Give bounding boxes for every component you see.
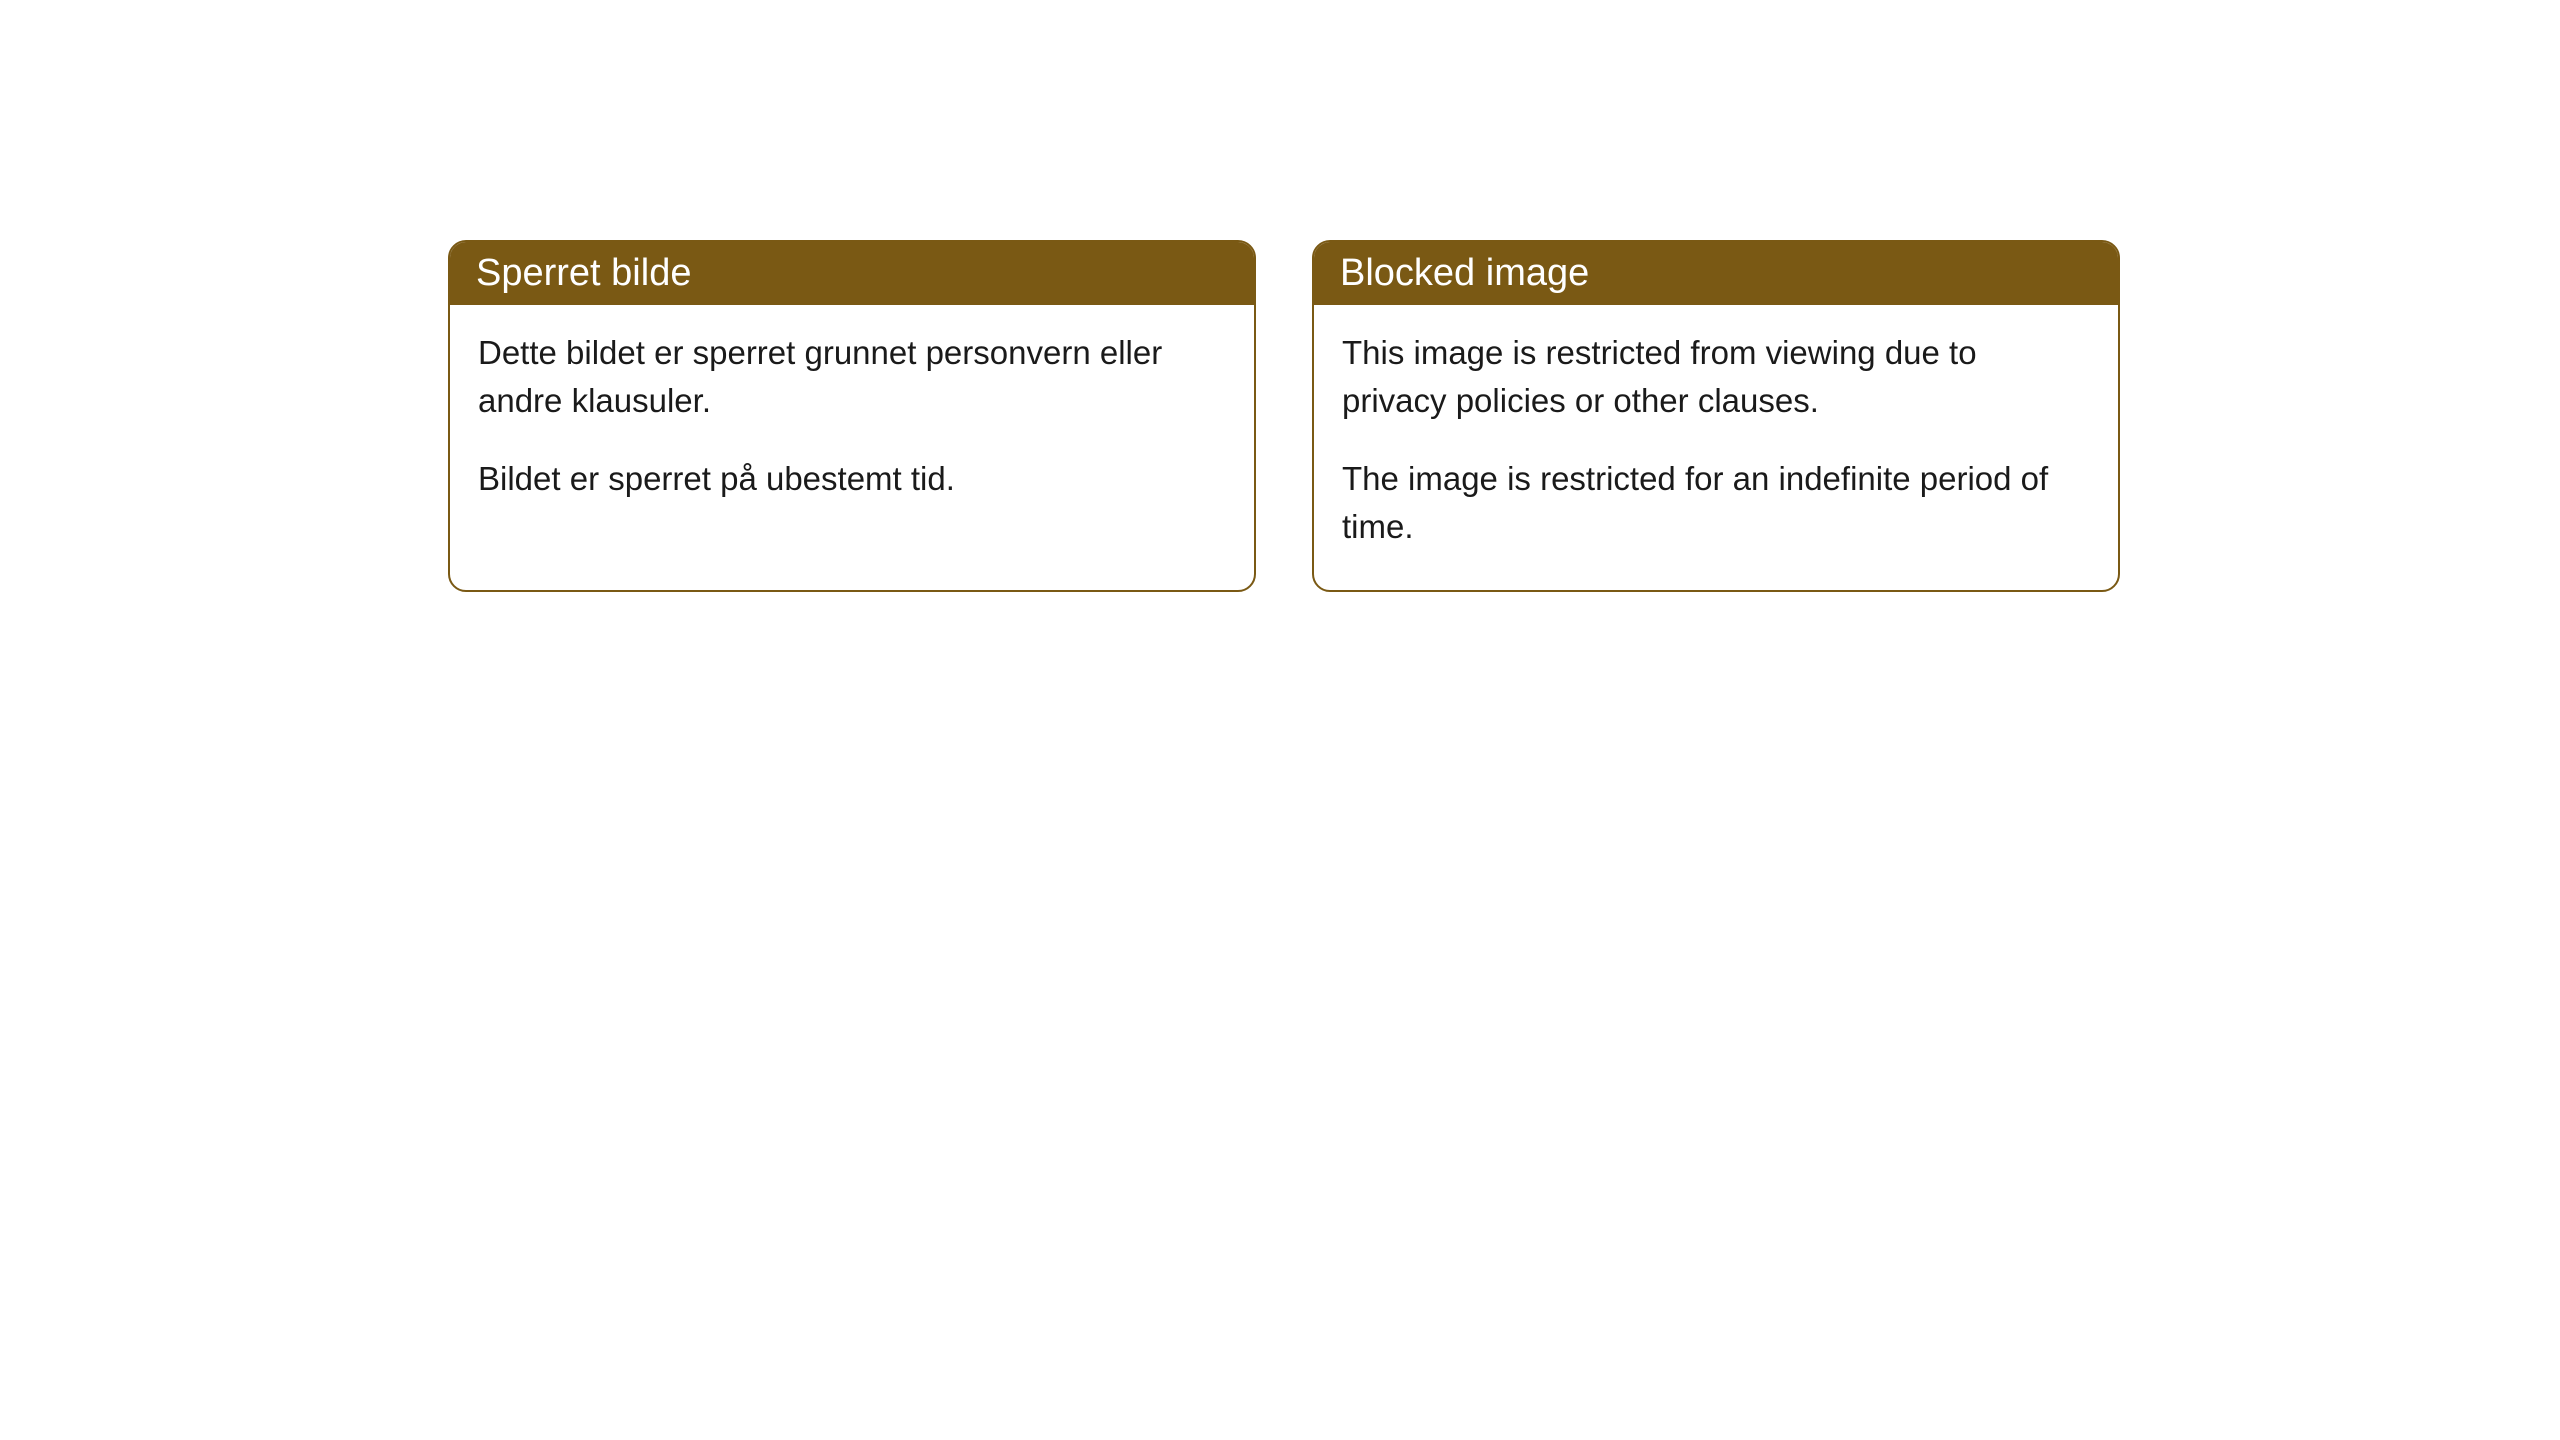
card-paragraph-2-norwegian: Bildet er sperret på ubestemt tid. [478,455,1226,503]
card-title-english: Blocked image [1314,242,2118,305]
card-title-norwegian: Sperret bilde [450,242,1254,305]
notice-cards-container: Sperret bilde Dette bildet er sperret gr… [448,240,2120,592]
card-body-norwegian: Dette bildet er sperret grunnet personve… [450,305,1254,543]
card-body-english: This image is restricted from viewing du… [1314,305,2118,590]
blocked-image-card-norwegian: Sperret bilde Dette bildet er sperret gr… [448,240,1256,592]
card-paragraph-2-english: The image is restricted for an indefinit… [1342,455,2090,551]
card-paragraph-1-norwegian: Dette bildet er sperret grunnet personve… [478,329,1226,425]
blocked-image-card-english: Blocked image This image is restricted f… [1312,240,2120,592]
card-paragraph-1-english: This image is restricted from viewing du… [1342,329,2090,425]
